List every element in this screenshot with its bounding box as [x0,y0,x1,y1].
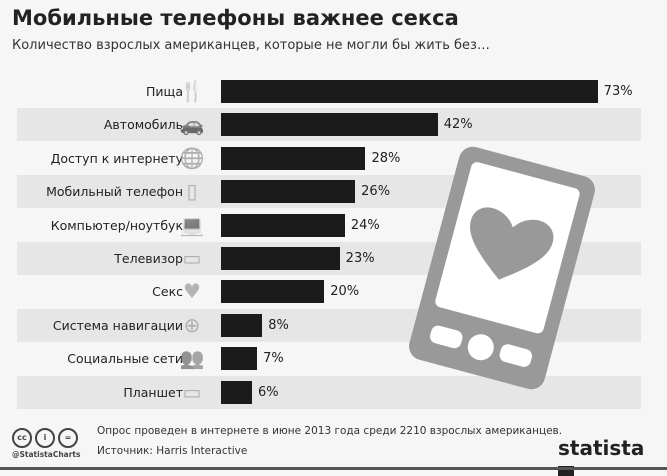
statista-logo: statista [558,436,667,476]
tablet-icon: ▭ [182,379,202,404]
no-derivatives-icon: = [58,428,78,448]
category-label: Социальные сети [67,351,183,367]
bar [221,180,356,204]
compass-icon: ⊕ [183,312,201,337]
bar [221,380,252,404]
statista-logo-icon [558,466,574,476]
laptop-icon: 💻 [179,212,205,237]
chart-subtitle: Количество взрослых американцев, которые… [12,38,490,53]
category-label: Автомобиль [103,117,183,133]
twitter-handle: @StatistaCharts [12,450,81,459]
value-label: 73% [603,84,633,99]
category-label: Доступ к интернету [50,150,183,166]
value-label: 24% [350,217,380,233]
heart-icon: ♥ [183,279,201,304]
value-label: 42% [443,117,473,133]
value-label: 7% [263,351,284,367]
bar-row: Компьютер/ноутбук 💻 [17,209,641,242]
value-label: 26% [361,184,391,200]
value-label: 8% [268,317,289,333]
category-label: Система навигации [52,317,183,333]
tv-icon: ▭ [182,246,202,270]
cutlery-icon: 🍴 [179,79,205,103]
bar [221,146,366,170]
bar [221,213,345,237]
bar-row: Доступ к интернету 🌐 [17,142,641,175]
bar-row: Секс ♥ [17,275,641,308]
survey-note: Опрос проведен в интернете в июне 2013 г… [97,425,563,437]
car-icon: 🚗 [179,112,205,137]
bar [221,280,325,304]
value-label: 20% [330,284,360,300]
value-label: 23% [345,251,375,266]
value-label: 28% [371,150,401,166]
bar [221,247,340,270]
bar [221,113,438,137]
category-label: Планшет [123,384,183,400]
attribution-icon: i [35,428,55,448]
bar-row: Автомобиль 🚗 [17,108,641,142]
internet-globe-icon: 🌐 [179,145,205,170]
cc-license-icon: cc [12,428,32,448]
category-label: Мобильный телефон [46,184,183,200]
people-icon: 👥 [179,346,205,371]
bar-row: Социальные сети 👥 [17,342,641,375]
mobile-phone-icon: ▯ [186,179,198,204]
category-label: Секс [152,284,183,300]
footer-divider [0,467,667,470]
bar [221,313,263,337]
bar [221,80,598,103]
chart-title: Мобильные телефоны важнее секса [12,6,459,30]
value-label: 6% [257,384,279,400]
source-note: Источник: Harris Interactive [97,445,248,457]
category-label: Телевизор [114,251,183,266]
bar-row: Пища 🍴 [17,75,641,108]
bar [221,347,258,371]
category-label: Пища [146,84,183,99]
category-label: Компьютер/ноутбук [50,217,183,233]
